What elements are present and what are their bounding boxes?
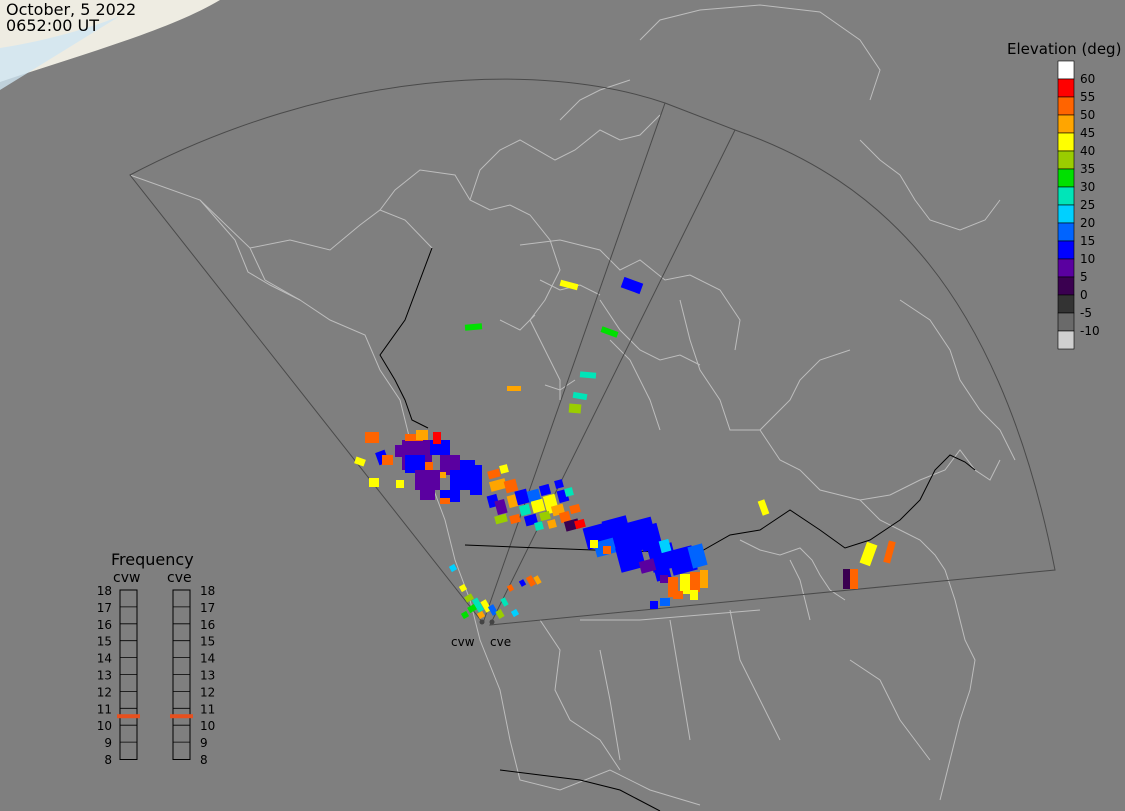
frequency-tick-label: 11 <box>200 702 215 716</box>
legend-tick-label: 0 <box>1080 288 1088 302</box>
frequency-tick-label: 9 <box>200 736 208 750</box>
frequency-tick-label: 17 <box>97 601 112 615</box>
frequency-tick-label: 12 <box>97 685 112 699</box>
frequency-radar-cvw: cvw <box>113 570 141 586</box>
frequency-tick-label: 13 <box>97 669 112 683</box>
frequency-tick-label: 14 <box>200 652 215 666</box>
time-label: 0652:00 UT <box>6 16 100 35</box>
legend-tick-label: -5 <box>1080 306 1092 320</box>
legend-swatch <box>1057 240 1075 260</box>
legend-tick-label: 55 <box>1080 90 1095 104</box>
legend-swatch <box>1057 168 1075 188</box>
frequency-tick-label: 16 <box>97 618 112 632</box>
legend-swatch <box>1057 222 1075 242</box>
legend-tick-label: 50 <box>1080 108 1095 122</box>
frequency-title: Frequency <box>111 550 194 569</box>
legend-swatch <box>1057 312 1075 332</box>
legend-swatch <box>1057 204 1075 224</box>
cvw-fov <box>129 78 666 625</box>
frequency-tick-label: 14 <box>97 652 112 666</box>
legend-swatch <box>1057 96 1075 116</box>
legend-tick-label: 60 <box>1080 72 1095 86</box>
frequency-tick-label: 8 <box>200 753 208 767</box>
frequency-tick-label: 10 <box>97 719 112 733</box>
frequency-tick-label: 13 <box>200 669 215 683</box>
legend-swatch <box>1057 186 1075 206</box>
frequency-tick-label: 16 <box>200 618 215 632</box>
legend-swatch <box>1057 294 1075 314</box>
legend-tick-label: 40 <box>1080 144 1095 158</box>
legend-swatch <box>1057 78 1075 98</box>
legend-tick-label: 20 <box>1080 216 1095 230</box>
frequency-tick-label: 9 <box>104 736 112 750</box>
frequency-indicator: 18 18 17 17 16 16 15 15 14 14 13 13 12 12 11 11 10 10 9 9 8 8 <box>97 584 216 767</box>
terminator-shade-blue <box>0 16 120 90</box>
radar-label-cvw: cvw <box>451 635 475 649</box>
legend-swatch <box>1057 132 1075 152</box>
radar-label-cve: cve <box>490 635 512 649</box>
legend-swatch <box>1057 114 1075 134</box>
legend-swatch <box>1057 330 1075 350</box>
fov-outlines <box>129 78 1056 626</box>
legend-swatch <box>1057 258 1075 278</box>
legend-tick-label: 10 <box>1080 252 1095 266</box>
legend-title: Elevation (deg) <box>1007 40 1122 58</box>
legend-tick-label: -10 <box>1080 324 1100 338</box>
frequency-tick-label: 11 <box>97 702 112 716</box>
legend-tick-label: 35 <box>1080 162 1095 176</box>
legend-tick-label: 30 <box>1080 180 1095 194</box>
legend-tick-label: 5 <box>1080 270 1088 284</box>
cve-fov <box>489 129 1056 626</box>
frequency-tick-label: 15 <box>200 635 215 649</box>
frequency-radar-cve: cve <box>167 570 192 586</box>
frequency-marker <box>170 714 193 719</box>
frequency-tick-label: 18 <box>97 584 112 598</box>
borders <box>379 247 976 811</box>
frequency-tick-label: 17 <box>200 601 215 615</box>
frequency-tick-label: 10 <box>200 719 215 733</box>
mexico-border <box>499 769 661 811</box>
backscatter-cells <box>354 276 896 620</box>
alaska-border <box>379 247 433 429</box>
terminator-shade <box>0 0 220 82</box>
frequency-tick-label: 15 <box>97 635 112 649</box>
radar-sites <box>479 619 495 625</box>
radar-site-cve <box>489 619 495 625</box>
legend-swatch <box>1057 60 1075 80</box>
legend-swatch <box>1057 276 1075 296</box>
frequency-marker <box>117 714 140 719</box>
legend-tick-label: 25 <box>1080 198 1095 212</box>
radar-site-cvw <box>479 619 485 625</box>
legend-tick-label: 45 <box>1080 126 1095 140</box>
legend-tick-label: 15 <box>1080 234 1095 248</box>
frequency-tick-label: 18 <box>200 584 215 598</box>
frequency-tick-label: 12 <box>200 685 215 699</box>
frequency-tick-label: 8 <box>104 753 112 767</box>
legend-swatch <box>1057 150 1075 170</box>
land-outlines <box>129 4 1016 806</box>
date-label: October, 5 2022 <box>6 0 137 19</box>
